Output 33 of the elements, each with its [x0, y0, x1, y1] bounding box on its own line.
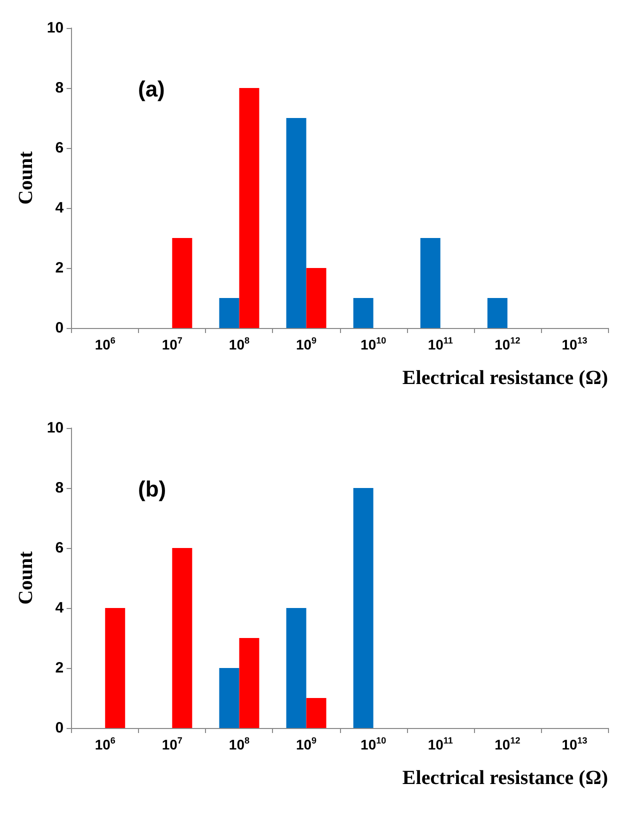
y-tick-label: 4 — [55, 200, 64, 216]
bar — [172, 238, 192, 328]
annotation: (b) — [138, 476, 166, 502]
bar — [172, 548, 192, 728]
y-axis-title: Count — [15, 550, 37, 605]
y-tick-label: 8 — [55, 480, 64, 496]
bar — [219, 668, 240, 728]
bar — [105, 608, 126, 728]
x-axis-title: Electrical resistance (Ω) — [402, 367, 608, 389]
bar — [219, 298, 240, 328]
bar — [353, 488, 374, 728]
y-tick-label: 2 — [55, 660, 64, 676]
bar — [306, 698, 326, 728]
bar — [420, 238, 440, 328]
bar — [239, 88, 260, 328]
bar — [239, 638, 260, 728]
y-tick-label: 10 — [46, 20, 64, 36]
y-tick-label: 4 — [55, 600, 64, 616]
y-axis-title: Count — [15, 150, 37, 205]
y-tick-label: 8 — [55, 80, 64, 96]
y-tick-label: 6 — [55, 140, 64, 156]
bar — [286, 118, 306, 328]
bar — [306, 268, 326, 328]
bar — [353, 298, 374, 328]
annotation: (a) — [138, 76, 165, 102]
y-tick-label: 0 — [55, 320, 64, 336]
x-axis-title: Electrical resistance (Ω) — [402, 767, 608, 789]
y-tick-label: 2 — [55, 260, 64, 276]
y-tick-label: 6 — [55, 540, 64, 556]
bar — [487, 298, 508, 328]
y-tick-label: 10 — [46, 420, 64, 436]
bar — [286, 608, 306, 728]
y-tick-label: 0 — [55, 720, 64, 736]
